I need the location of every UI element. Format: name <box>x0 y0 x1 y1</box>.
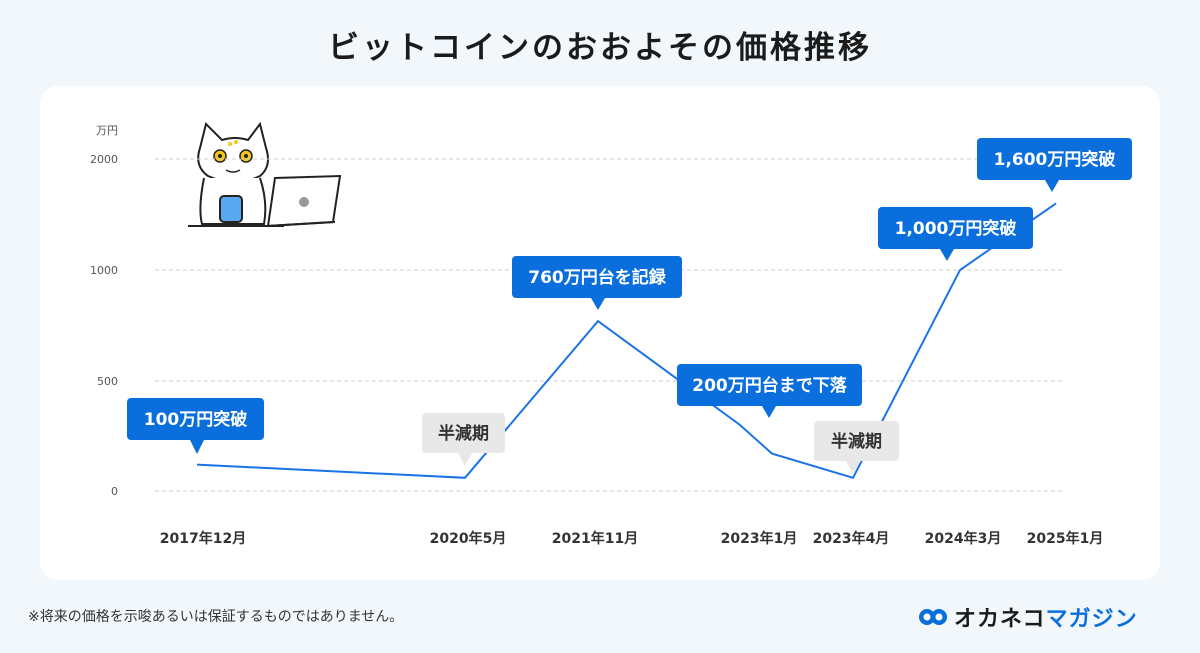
callout-text: 200万円台まで下落 <box>692 375 847 396</box>
y-tick-label: 1000 <box>90 264 118 277</box>
callout-text: 半減期 <box>831 431 882 452</box>
callout-label: 半減期 <box>814 421 899 474</box>
page-title: ビットコインのおおよその価格推移 <box>328 30 872 66</box>
brand-sub: マガジン <box>1045 607 1138 632</box>
callout-pointer <box>846 461 860 474</box>
callout-pointer <box>190 440 204 454</box>
brand-icon <box>919 609 947 625</box>
callout-text: 1,600万円突破 <box>994 149 1116 170</box>
callout-text: 760万円台を記録 <box>528 267 666 288</box>
x-tick-label: 2023年4月 <box>813 530 890 547</box>
x-tick-label: 2024年3月 <box>925 530 1002 547</box>
callout-box <box>878 207 1033 249</box>
callout-label: 200万円台まで下落 <box>677 364 862 418</box>
y-tick-label: 2000 <box>90 153 118 166</box>
callout-text: 半減期 <box>438 423 489 444</box>
callout-pointer <box>940 249 954 261</box>
callout-box <box>814 421 899 461</box>
callout-label: 1,000万円突破 <box>878 207 1033 261</box>
x-tick-label: 2025年1月 <box>1027 530 1104 547</box>
callout-pointer <box>591 298 605 310</box>
x-tick-label: 2021年11月 <box>552 530 638 547</box>
callout-label: 760万円台を記録 <box>512 256 682 310</box>
callout-box <box>677 364 862 406</box>
callout-box <box>127 398 264 440</box>
callout-pointer <box>1045 180 1059 192</box>
callout-text: 1,000万円突破 <box>895 218 1017 239</box>
callout-box <box>977 138 1132 180</box>
brand-name: オカネコ <box>954 607 1046 632</box>
y-axis-unit-label: 万円 <box>96 124 118 137</box>
callout-label: 半減期 <box>422 413 505 466</box>
callout-pointer <box>458 453 472 466</box>
x-tick-label: 2023年1月 <box>721 530 798 547</box>
callout-pointer <box>762 406 776 418</box>
cat-with-laptop-icon <box>188 121 342 228</box>
callout-label: 1,600万円突破 <box>977 138 1132 192</box>
callout-box <box>512 256 682 298</box>
disclaimer-note: ※将来の価格を示唆あるいは保証するものではありません。 <box>28 609 404 625</box>
y-tick-label: 0 <box>111 485 118 498</box>
brand-logo: オカネコ マガジン <box>918 600 1168 634</box>
callout-text: 100万円突破 <box>144 409 248 430</box>
x-tick-label: 2017年12月 <box>160 530 246 547</box>
callout-label: 100万円突破 <box>127 398 264 454</box>
callout-box <box>422 413 505 453</box>
y-tick-label: 500 <box>97 375 118 388</box>
x-tick-label: 2020年5月 <box>430 530 507 547</box>
chart-panel: 万円 0 500 1000 2000 100万円突破半減期 760万円台を記録 200万円台… <box>40 86 1160 580</box>
